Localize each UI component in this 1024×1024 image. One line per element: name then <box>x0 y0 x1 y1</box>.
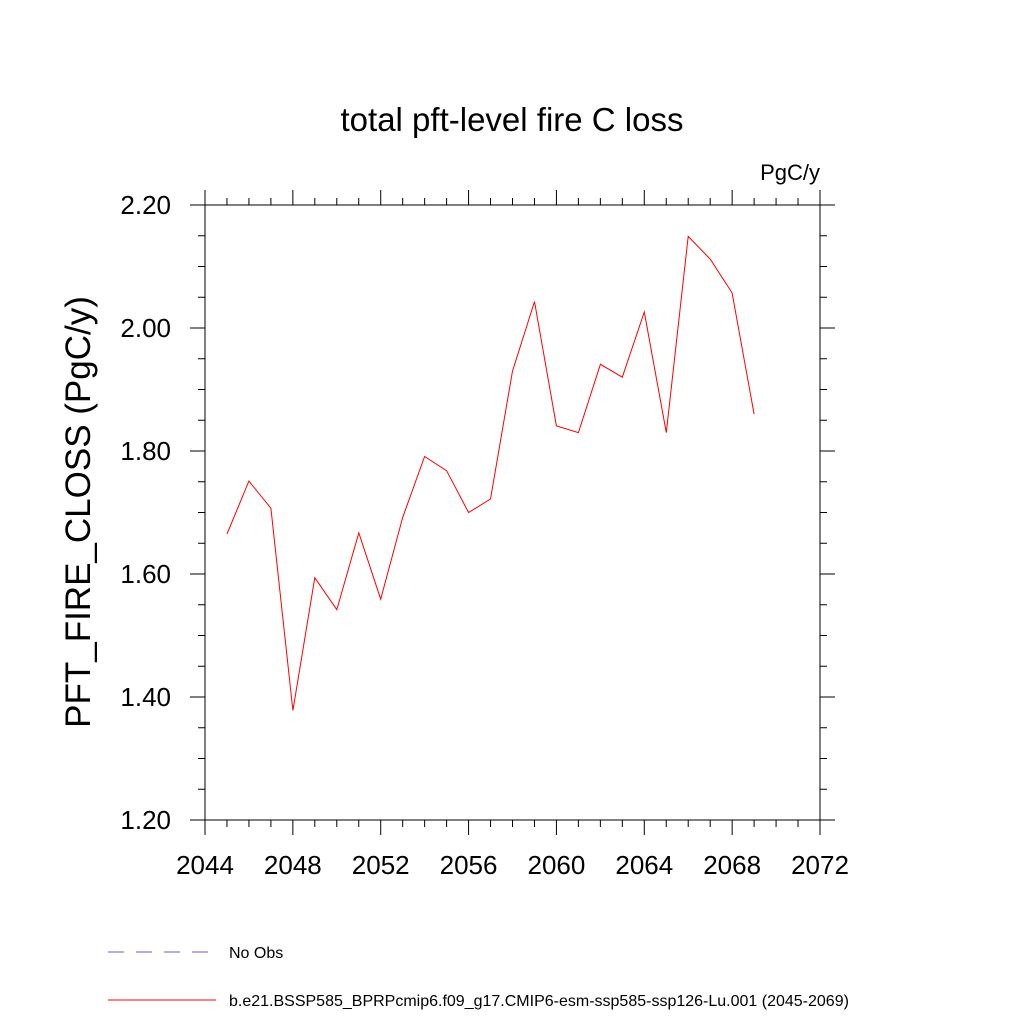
plot-frame <box>204 204 821 821</box>
x-tick-label-2064: 2064 <box>615 850 673 880</box>
series-layer <box>226 235 755 711</box>
x-tick-label-2052: 2052 <box>352 850 410 880</box>
x-tick-label-2056: 2056 <box>440 850 498 880</box>
y-axis-tick-labels: 1.20 1.40 1.60 1.80 2.00 2.20 <box>120 190 171 835</box>
y-axis-label: PFT_FIRE_CLOSS (PgC/y) <box>59 296 98 728</box>
y-tick-label-1.60: 1.60 <box>120 559 171 589</box>
units-label: PgC/y <box>760 160 820 185</box>
x-tick-label-2072: 2072 <box>791 850 849 880</box>
y-tick-label-2.00: 2.00 <box>120 313 171 343</box>
y-tick-label-1.80: 1.80 <box>120 436 171 466</box>
series-line-0 <box>226 235 755 711</box>
x-tick-label-2048: 2048 <box>264 850 322 880</box>
legend-label-no-obs: No Obs <box>229 945 283 962</box>
y-tick-label-1.40: 1.40 <box>120 682 171 712</box>
x-axis-tick-labels: 2044 2048 2052 2056 2060 2064 2068 2072 <box>176 850 849 880</box>
x-tick-label-2060: 2060 <box>528 850 586 880</box>
x-tick-label-2068: 2068 <box>703 850 761 880</box>
chart-title: total pft-level fire C loss <box>341 101 684 138</box>
legend: No Obs b.e21.BSSP585_BPRPcmip6.f09_g17.C… <box>108 945 849 1010</box>
y-tick-label-2.20: 2.20 <box>120 190 171 220</box>
y-tick-label-1.20: 1.20 <box>120 805 171 835</box>
x-axis-ticks <box>204 190 821 835</box>
y-axis-ticks <box>190 204 835 821</box>
x-tick-label-2044: 2044 <box>176 850 234 880</box>
legend-label-model-run: b.e21.BSSP585_BPRPcmip6.f09_g17.CMIP6-es… <box>229 993 849 1010</box>
